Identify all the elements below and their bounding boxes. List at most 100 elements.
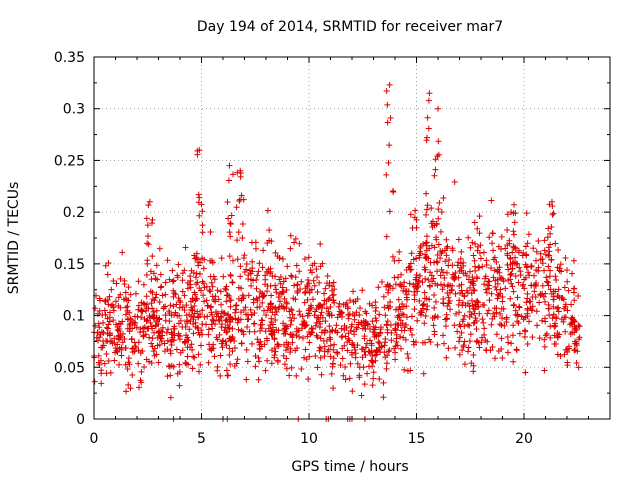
data-point bbox=[460, 262, 467, 269]
data-point bbox=[421, 264, 428, 271]
data-point bbox=[354, 324, 361, 331]
data-point bbox=[498, 322, 505, 329]
data-point bbox=[167, 350, 174, 357]
data-point bbox=[422, 275, 429, 282]
data-point bbox=[307, 267, 314, 274]
data-point bbox=[552, 240, 559, 247]
data-point bbox=[570, 257, 577, 264]
data-point bbox=[203, 297, 210, 304]
data-point bbox=[444, 290, 451, 297]
data-point bbox=[404, 350, 411, 357]
data-point bbox=[568, 301, 575, 308]
data-point bbox=[232, 315, 239, 322]
data-point bbox=[403, 314, 410, 321]
data-point bbox=[369, 382, 376, 389]
data-point bbox=[434, 153, 441, 160]
data-point bbox=[218, 321, 225, 328]
data-point bbox=[196, 368, 203, 375]
data-point bbox=[391, 345, 398, 352]
data-point bbox=[515, 320, 522, 326]
data-point bbox=[304, 296, 311, 303]
data-point bbox=[440, 332, 447, 339]
data-point bbox=[479, 316, 486, 323]
data-point bbox=[145, 233, 152, 240]
data-point bbox=[490, 310, 497, 317]
data-point bbox=[215, 296, 222, 303]
data-point bbox=[562, 328, 569, 335]
data-point bbox=[456, 268, 463, 275]
data-point bbox=[325, 308, 332, 315]
data-point bbox=[144, 240, 151, 247]
data-point bbox=[293, 372, 300, 379]
data-point bbox=[235, 284, 242, 291]
data-point bbox=[249, 340, 256, 347]
data-point bbox=[470, 368, 477, 375]
data-point bbox=[288, 317, 295, 324]
data-point bbox=[105, 301, 112, 308]
data-point bbox=[387, 322, 394, 329]
data-point bbox=[217, 288, 224, 295]
data-point bbox=[454, 328, 461, 335]
data-point bbox=[176, 333, 183, 340]
data-point bbox=[530, 245, 537, 252]
data-point bbox=[125, 359, 132, 366]
data-point bbox=[435, 138, 442, 145]
data-point bbox=[435, 206, 442, 213]
data-point bbox=[533, 257, 540, 264]
data-point bbox=[306, 353, 313, 360]
data-point bbox=[498, 305, 505, 312]
data-point bbox=[150, 270, 157, 277]
data-point bbox=[467, 279, 474, 286]
data-point bbox=[408, 313, 415, 320]
data-point bbox=[510, 228, 517, 235]
data-point bbox=[95, 320, 102, 327]
data-point bbox=[491, 305, 498, 312]
data-point bbox=[497, 286, 504, 293]
data-point bbox=[425, 276, 432, 283]
data-point bbox=[330, 346, 337, 353]
data-point bbox=[383, 87, 390, 94]
data-point bbox=[299, 335, 306, 342]
data-point bbox=[243, 376, 250, 383]
data-point bbox=[227, 220, 234, 227]
data-point bbox=[443, 311, 450, 318]
data-point bbox=[234, 356, 241, 363]
data-point bbox=[524, 341, 531, 348]
data-point bbox=[138, 299, 145, 306]
data-point bbox=[362, 344, 369, 351]
data-point bbox=[288, 273, 295, 280]
data-point bbox=[299, 313, 306, 320]
data-point bbox=[351, 331, 358, 338]
data-point bbox=[466, 313, 473, 320]
data-point bbox=[305, 376, 312, 383]
data-point bbox=[391, 274, 398, 281]
data-point bbox=[214, 336, 221, 343]
data-point bbox=[541, 336, 548, 343]
data-point bbox=[408, 331, 415, 338]
data-point bbox=[273, 309, 280, 316]
data-point bbox=[377, 326, 384, 333]
data-point bbox=[321, 327, 328, 334]
data-point bbox=[281, 325, 288, 332]
data-point bbox=[385, 305, 392, 312]
data-point bbox=[287, 314, 294, 321]
data-point bbox=[184, 353, 191, 360]
data-point bbox=[351, 312, 358, 319]
data-point bbox=[232, 309, 239, 316]
data-point bbox=[138, 314, 145, 321]
data-point bbox=[408, 266, 415, 273]
data-point bbox=[227, 303, 234, 310]
data-point bbox=[553, 276, 560, 283]
data-point bbox=[444, 243, 451, 250]
data-point bbox=[507, 295, 514, 302]
data-point bbox=[121, 336, 128, 343]
data-point bbox=[445, 294, 452, 301]
data-point bbox=[525, 231, 532, 238]
data-point bbox=[545, 263, 552, 270]
data-point bbox=[276, 254, 283, 261]
data-point bbox=[402, 336, 409, 343]
data-point bbox=[105, 321, 112, 328]
data-point bbox=[119, 339, 126, 346]
data-point bbox=[231, 337, 238, 344]
data-point bbox=[114, 326, 121, 333]
